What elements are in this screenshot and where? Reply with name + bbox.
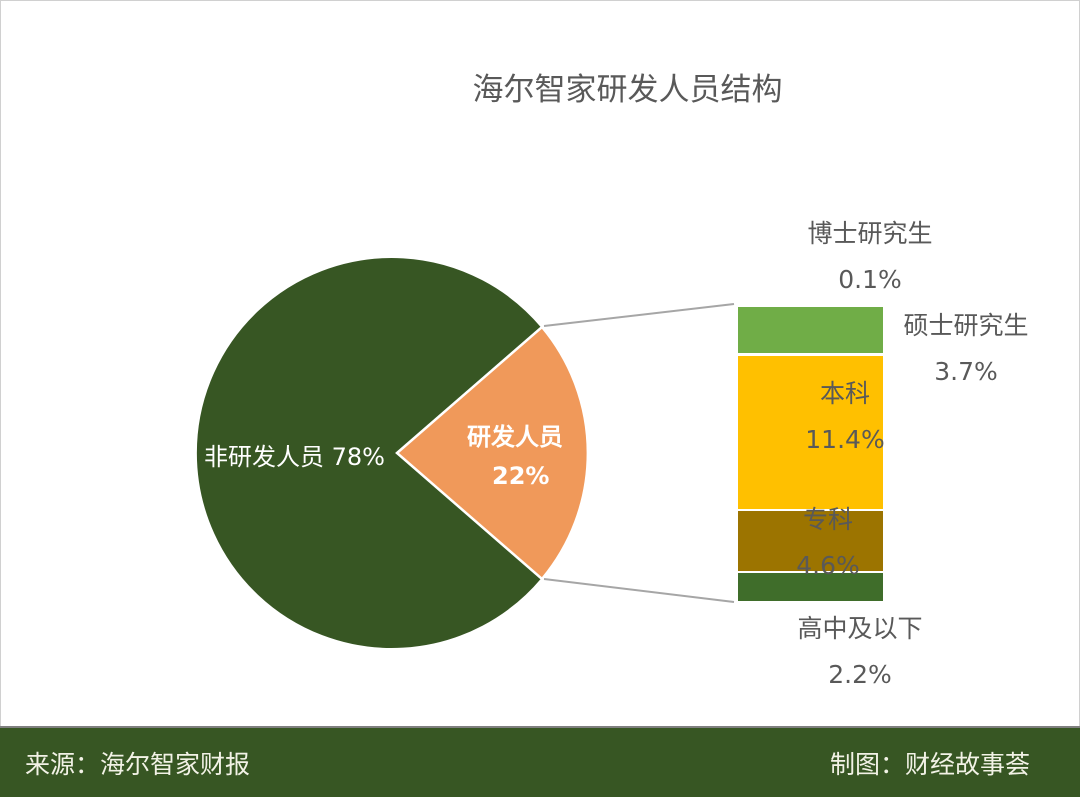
label-master-name: 硕士研究生: [903, 311, 1029, 340]
bar-segment-master: [736, 305, 885, 355]
label-rd-value: 22%: [492, 462, 550, 490]
bar-segment-high-school: [736, 571, 885, 603]
label-college-name: 专科: [802, 505, 853, 534]
pie-slice-rd: [395, 325, 590, 581]
footer-credit: 制图：财经故事荟: [829, 750, 1030, 779]
label-master-value: 3.7%: [934, 357, 998, 386]
label-high-school: 高中及以下 2.2%: [780, 606, 940, 698]
label-high-school-name: 高中及以下: [797, 614, 923, 643]
label-master: 硕士研究生 3.7%: [886, 303, 1046, 395]
bar-segment-bachelor: [736, 354, 885, 511]
label-college-value: 4.6%: [796, 551, 860, 580]
chart-title: 海尔智家研发人员结构: [472, 72, 783, 108]
pie-slice-non-rd: [194, 256, 544, 650]
label-bachelor: 本科 11.4%: [775, 371, 915, 463]
label-phd: 博士研究生 0.1%: [790, 211, 950, 303]
footer-source: 来源：海尔智家财报: [25, 750, 251, 779]
label-non-rd: 非研发人员 78%: [204, 443, 385, 471]
label-bachelor-name: 本科: [819, 379, 870, 408]
label-college: 专科 4.6%: [758, 497, 898, 589]
label-phd-value: 0.1%: [838, 265, 902, 294]
connector-line-bottom: [543, 578, 735, 603]
footer-bar: 来源：海尔智家财报 制图：财经故事荟: [0, 726, 1080, 797]
connector-line-top: [543, 303, 735, 327]
label-high-school-value: 2.2%: [828, 660, 892, 689]
label-rd-name: 研发人员: [467, 423, 563, 451]
label-phd-name: 博士研究生: [807, 219, 933, 248]
label-bachelor-value: 11.4%: [805, 425, 885, 454]
bar-segment-college: [736, 509, 885, 573]
